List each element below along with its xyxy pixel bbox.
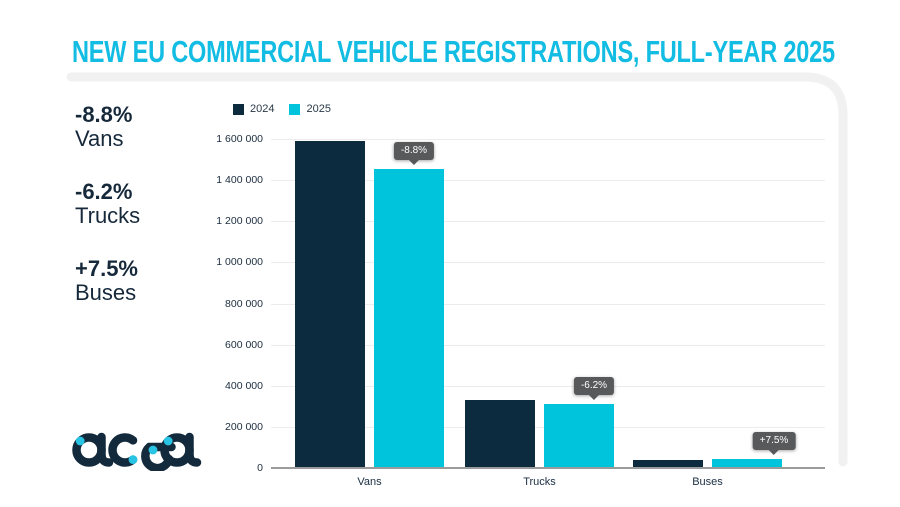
tooltip-trucks-change: -6.2%: [573, 376, 615, 395]
gridline: [271, 180, 825, 182]
bar-2025-trucks: [544, 403, 614, 467]
bar-2024-buses: [633, 459, 703, 467]
y-axis-tick-label: 1 400 000: [216, 174, 263, 187]
gridline: [271, 139, 825, 140]
y-axis-tick-label: 600 000: [225, 338, 263, 351]
legend-item-2024: 2024: [233, 103, 274, 115]
stat-buses: +7.5% Buses: [75, 257, 140, 305]
y-axis-tick-label: 1 200 000: [216, 215, 263, 228]
gridline: [271, 303, 825, 305]
stat-buses-value: +7.5%: [75, 256, 138, 281]
x-axis-baseline: [271, 467, 825, 469]
bar-2025-vans: [374, 169, 444, 467]
gridline: [271, 262, 825, 264]
y-axis-tick-label: 800 000: [225, 297, 263, 310]
y-axis-tick-label: 1 000 000: [216, 256, 263, 269]
bar-2025-buses: [712, 458, 782, 467]
x-axis-label-vans: Vans: [357, 476, 382, 488]
stat-trucks: -6.2% Trucks: [75, 180, 140, 228]
gridline: [271, 221, 825, 223]
legend-item-2025: 2025: [289, 103, 331, 115]
stat-trucks-label: Trucks: [75, 203, 141, 228]
stat-trucks-value: -6.2%: [75, 179, 133, 204]
stat-vans-label: Vans: [75, 126, 124, 151]
bar-chart-plot-area: 0 200 000 400 000 600 000 800 000 1 000 000 1 …: [216, 133, 825, 488]
x-axis-label-trucks: Trucks: [523, 476, 556, 488]
y-axis-tick-label: 0: [257, 462, 263, 474]
tooltip-vans-change: -8.8%: [393, 142, 435, 161]
stat-buses-label: Buses: [75, 280, 137, 305]
legend-swatch-2025: [289, 103, 301, 115]
tooltip-buses-change: +7.5%: [752, 431, 796, 450]
bar-2024-vans: [295, 140, 365, 467]
bar-2024-trucks: [465, 399, 535, 467]
chart-legend: 2024 2025: [233, 103, 331, 115]
gridline: [271, 344, 825, 346]
y-axis-tick-label: 200 000: [225, 420, 263, 433]
stat-vans-value: -8.8%: [75, 102, 133, 127]
y-axis-tick-label: 400 000: [225, 379, 263, 392]
acea-logo: [72, 432, 202, 471]
logo-accent-dots: [75, 436, 173, 464]
legend-label-2025: 2025: [306, 103, 331, 115]
y-axis-tick-label: 1 600 000: [216, 133, 263, 145]
x-axis-label-buses: Buses: [692, 476, 723, 488]
page-title: NEW EU COMMERCIAL VEHICLE REGISTRATIONS,…: [72, 34, 835, 69]
legend-swatch-2024: [233, 103, 244, 115]
stat-vans: -8.8% Vans: [75, 103, 140, 151]
legend-label-2024: 2024: [250, 103, 275, 115]
gridline: [271, 385, 825, 387]
summary-stats: -8.8% Vans -6.2% Trucks +7.5% Buses: [75, 103, 140, 305]
